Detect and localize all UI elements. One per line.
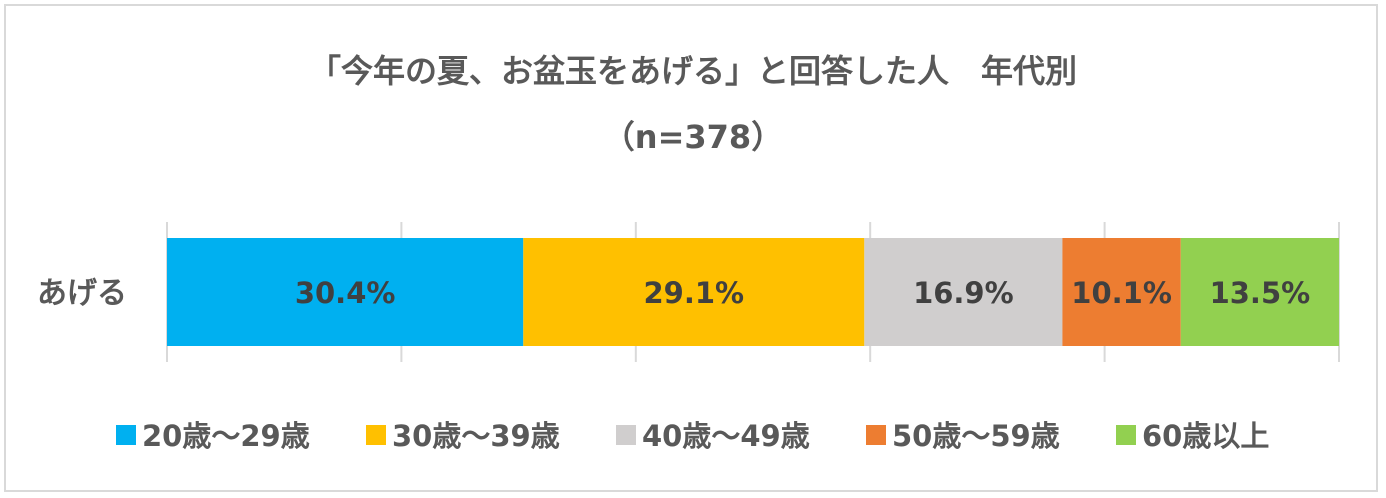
bar-segment xyxy=(1062,238,1181,346)
legend-swatch xyxy=(1116,425,1136,445)
legend-swatch xyxy=(616,425,636,445)
data-label: 13.5% xyxy=(1210,276,1311,310)
data-label: 10.1% xyxy=(1071,276,1172,310)
legend-swatch xyxy=(366,425,386,445)
bar-segment xyxy=(864,238,1063,346)
data-label: 16.9% xyxy=(913,276,1014,310)
legend-label: 30歳～39歳 xyxy=(392,419,560,453)
chart-subtitle: （n=378） xyxy=(602,118,784,156)
bar-segment xyxy=(1180,238,1339,346)
legend-label: 50歳～59歳 xyxy=(892,419,1060,453)
category-label: あげる xyxy=(37,276,127,311)
legend-label: 20歳～29歳 xyxy=(142,419,310,453)
legend-label: 40歳～49歳 xyxy=(642,419,810,453)
legend-label: 60歳以上 xyxy=(1142,419,1269,453)
legend-swatch xyxy=(866,425,886,445)
legend-swatch xyxy=(116,425,136,445)
bar-segment xyxy=(523,238,865,346)
chart-title: 「今年の夏、お盆玉をあげる」と回答した人 年代別 xyxy=(308,52,1077,90)
data-label: 30.4% xyxy=(295,276,396,310)
bar-segment xyxy=(167,238,524,346)
data-label: 29.1% xyxy=(644,276,745,310)
